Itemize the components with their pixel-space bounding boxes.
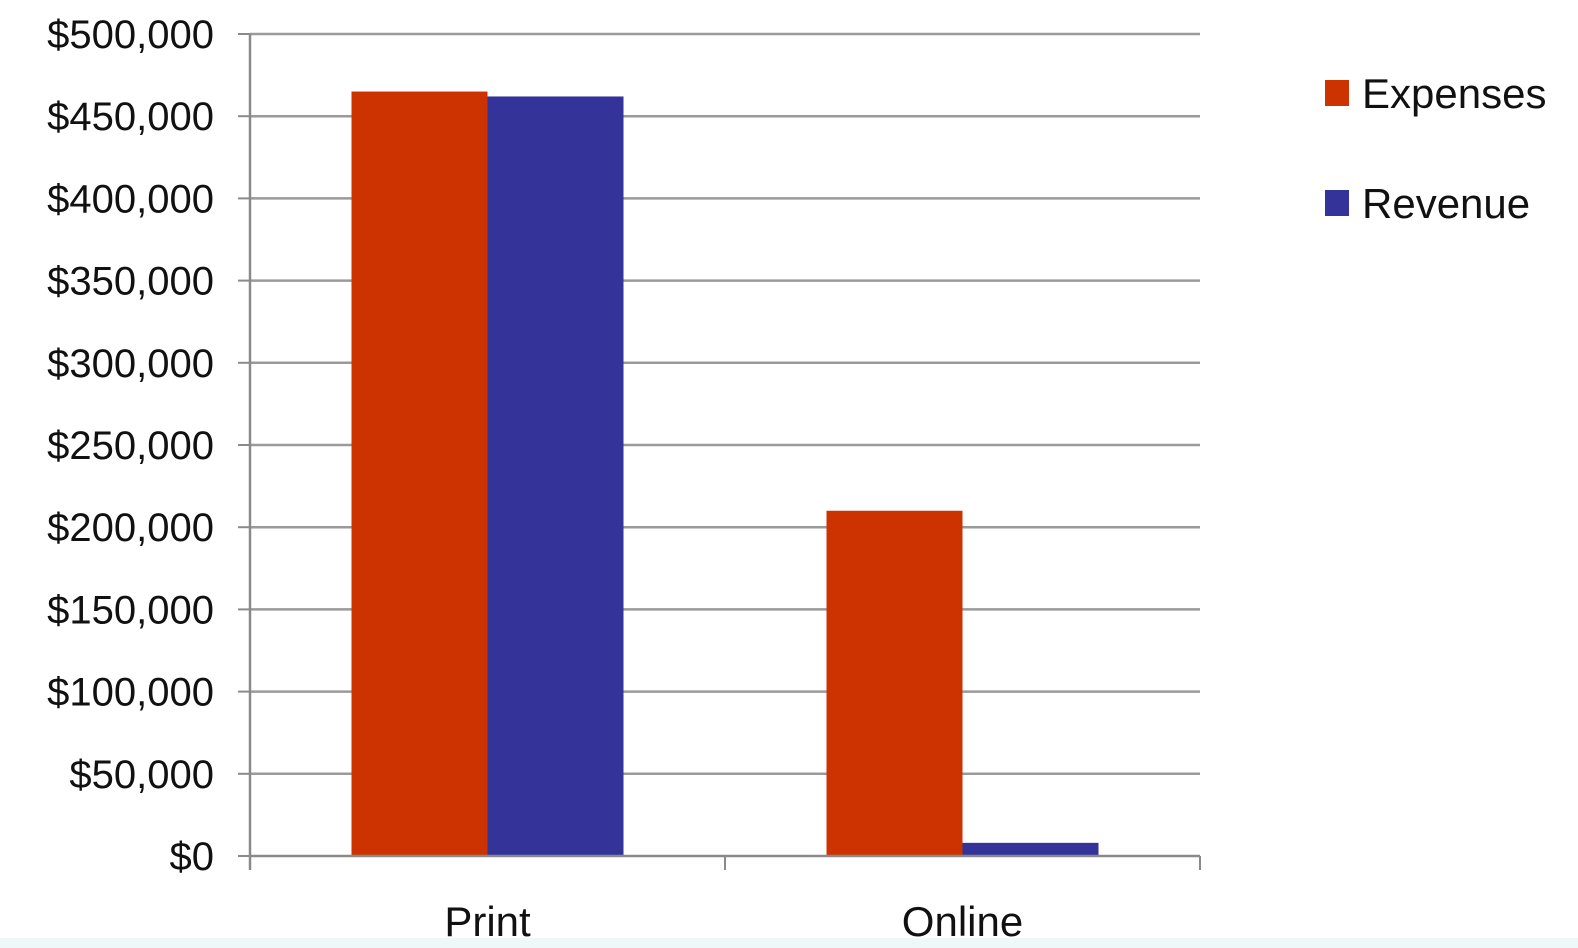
legend-swatch-revenue (1325, 190, 1349, 216)
y-axis-tick-labels: $0 $50,000 $100,000 $150,000 $200,000 $250,00… (47, 13, 214, 879)
bar-expenses-print (351, 91, 488, 857)
y-tick-label: $0 (170, 835, 215, 879)
x-axis-category-labels: Print Online (444, 898, 1023, 945)
y-tick-label: $400,000 (47, 177, 214, 221)
y-tick-label: $50,000 (69, 753, 214, 797)
bottom-strip (0, 938, 1578, 948)
bar-expenses-online (826, 510, 963, 856)
y-tick-label: $200,000 (47, 506, 214, 550)
y-tick-label: $100,000 (47, 671, 214, 715)
y-tick-label: $300,000 (47, 342, 214, 386)
legend-swatch-expenses (1325, 80, 1349, 106)
axes (238, 33, 1201, 870)
y-tick-label: $250,000 (47, 424, 214, 468)
legend: Expenses Revenue (1325, 70, 1546, 227)
x-category-label: Print (444, 898, 531, 945)
y-tick-label: $350,000 (47, 260, 214, 304)
x-category-label: Online (902, 898, 1023, 945)
y-tick-label: $500,000 (47, 13, 214, 57)
y-tick-label: $150,000 (47, 588, 214, 632)
y-tick-label: $450,000 (47, 95, 214, 139)
bar-revenue-online (962, 842, 1099, 856)
bar-revenue-print (487, 96, 624, 857)
bars (351, 91, 1099, 857)
legend-label-revenue: Revenue (1362, 180, 1530, 227)
legend-label-expenses: Expenses (1362, 70, 1546, 117)
